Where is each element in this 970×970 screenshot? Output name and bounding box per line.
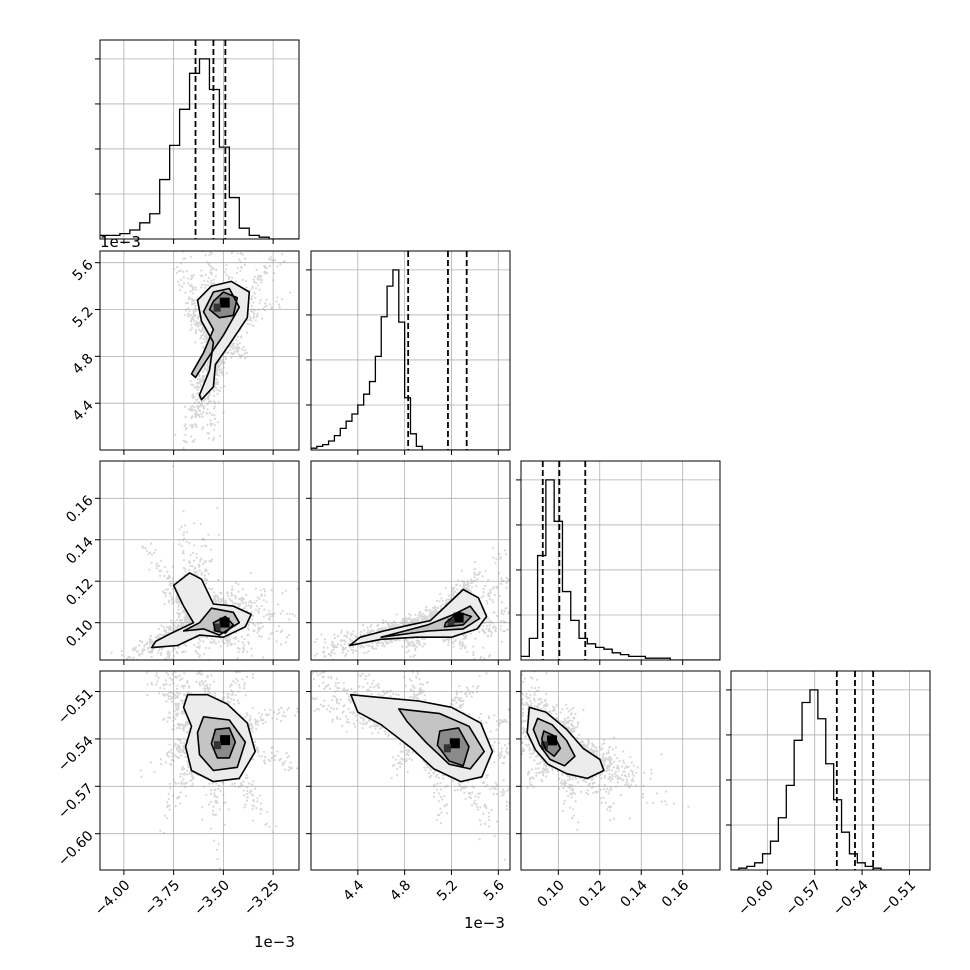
density-peak-cell <box>449 738 460 749</box>
contour-line-1 <box>150 572 252 649</box>
density-peak-cell <box>547 735 558 746</box>
density-peak-cell <box>220 735 231 746</box>
density-peak-cell <box>214 741 222 750</box>
histogram-panel-2 <box>306 250 511 455</box>
scatter-panel-frame-2-4 <box>306 670 511 875</box>
y-tick-label: 4.8 <box>70 351 97 378</box>
x-tick-label: −0.51 <box>877 877 919 919</box>
contour-line-1 <box>196 280 251 401</box>
contour-line-2 <box>397 708 486 770</box>
scatter-panel-frame-1-3 <box>95 460 300 665</box>
contour-line-3 <box>436 727 470 767</box>
axes-frame <box>520 460 721 661</box>
x-tick-label: −3.75 <box>142 877 184 919</box>
histogram-step-line <box>311 269 510 450</box>
contour-line-2 <box>182 607 241 636</box>
scatter-panel-3-4 <box>521 671 720 870</box>
axes-frame <box>99 250 300 451</box>
contour-line-2 <box>532 717 576 767</box>
y-tick-label: 0.10 <box>63 617 96 650</box>
axes-frame <box>310 670 511 871</box>
contour-line-3 <box>212 615 235 634</box>
x-tick-label: −3.25 <box>241 877 283 919</box>
contour-line-3 <box>210 727 237 759</box>
contour-line-1 <box>526 706 605 780</box>
contour-line-1 <box>348 588 488 647</box>
y-tick-label: 0.12 <box>63 576 96 609</box>
contour-line-1 <box>349 693 494 783</box>
contour-line-3 <box>208 291 239 319</box>
axes-frame <box>99 670 300 871</box>
x-tick-label: 4.8 <box>387 877 414 904</box>
scatter-panel-frame-1-2 <box>95 250 300 455</box>
axes-frame <box>99 39 300 240</box>
x-tick-label: 5.6 <box>481 877 508 904</box>
scatter-panel-2-3 <box>311 461 510 660</box>
axes-frame <box>310 250 511 451</box>
x-tick-label: −0.54 <box>830 877 872 919</box>
axes-frame <box>310 460 511 661</box>
contour-line-1 <box>182 693 256 783</box>
scatter-panel-1-4 <box>100 671 299 870</box>
x-tick-label: −3.50 <box>191 877 233 919</box>
x-tick-label: 0.16 <box>659 877 692 910</box>
contour-line-2 <box>196 715 247 772</box>
contour-line-2 <box>380 605 481 639</box>
axes-frame <box>520 670 721 871</box>
density-peak-cell <box>447 618 455 627</box>
histogram-step-line <box>521 479 720 660</box>
y-tick-label: 0.14 <box>63 534 96 567</box>
histogram-step-line <box>731 689 930 870</box>
contour-line-3 <box>443 611 473 628</box>
y-tick-label: 4.4 <box>70 397 97 424</box>
x-tick-label: 0.12 <box>576 877 609 910</box>
histogram-panel-1 <box>95 39 300 244</box>
contour-line-3 <box>540 730 562 758</box>
scatter-panel-frame-2-3 <box>306 460 511 665</box>
x-offset-label-param-1: 1e−3 <box>254 933 295 951</box>
histogram-panel-3 <box>516 460 721 665</box>
sample-points <box>313 546 510 660</box>
density-peak-cell <box>213 623 221 632</box>
x-tick-label: 0.10 <box>535 877 568 910</box>
y-tick-label: −0.54 <box>55 733 97 775</box>
x-tick-label: 4.4 <box>340 877 367 904</box>
contour-line-2 <box>190 287 241 379</box>
density-peak-cell <box>453 612 464 623</box>
y-tick-label: 5.6 <box>70 257 97 284</box>
histogram-step-line <box>100 58 299 239</box>
density-peak-cell <box>213 303 221 312</box>
scatter-panel-1-3 <box>100 461 299 660</box>
scatter-panel-1-2 <box>100 251 299 450</box>
sample-points <box>110 465 299 660</box>
axes-frame <box>730 670 931 871</box>
scatter-panel-2-4 <box>311 671 510 870</box>
scatter-panel-frame-3-4 <box>516 670 721 875</box>
x-tick-label: −0.60 <box>735 877 777 919</box>
x-tick-label: 5.2 <box>434 877 461 904</box>
x-tick-label: 0.14 <box>617 877 650 910</box>
axes-frame <box>99 460 300 661</box>
histogram-panel-4 <box>726 670 931 875</box>
y-tick-label: −0.51 <box>55 686 97 728</box>
y-offset-label-param-2: 1e−3 <box>100 233 141 251</box>
y-tick-label: 5.2 <box>70 304 97 331</box>
density-peak-cell <box>443 744 451 753</box>
y-tick-label: −0.57 <box>55 781 97 823</box>
y-tick-label: −0.60 <box>55 828 97 870</box>
x-tick-label: −0.57 <box>783 877 825 919</box>
x-offset-label-param-2: 1e−3 <box>464 914 505 932</box>
scatter-panel-frame-1-4 <box>95 670 300 875</box>
x-tick-label: −4.00 <box>92 877 134 919</box>
y-tick-label: 0.16 <box>63 493 96 526</box>
density-peak-cell <box>219 297 230 308</box>
density-peak-cell <box>219 617 230 628</box>
